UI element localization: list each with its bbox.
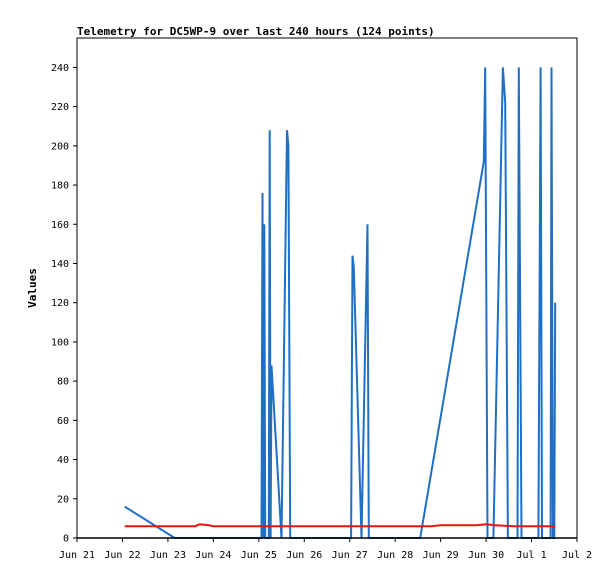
y-tick-label: 0	[63, 534, 69, 545]
x-tick-label: Jun 27	[332, 550, 368, 561]
x-tick-label: Jun 28	[377, 550, 413, 561]
y-axis: 0 20 40 60 80 100 120 140 160 180 200 220 240	[51, 63, 77, 545]
x-tick-label: Jun 26	[286, 550, 322, 561]
y-tick-label: 160	[51, 220, 69, 231]
x-tick-label: Jul 2	[562, 550, 592, 561]
x-tick-label: Jun 21	[59, 550, 95, 561]
x-axis: Jun 21 Jun 22 Jun 23 Jun 24 Jun 25 Jun 26 Jun …	[59, 538, 592, 561]
y-tick-label: 20	[57, 494, 69, 505]
y-axis-label: Values	[26, 268, 39, 308]
y-tick-label: 180	[51, 181, 69, 192]
x-tick-label: Jun 24	[195, 550, 231, 561]
series-line-2	[124, 523, 556, 528]
series-group	[77, 67, 577, 539]
x-tick-label: Jun 23	[150, 550, 186, 561]
y-tick-label: 60	[57, 416, 69, 427]
y-tick-label: 240	[51, 63, 69, 74]
y-tick-label: 140	[51, 259, 69, 270]
y-tick-label: 40	[57, 455, 69, 466]
x-tick-label: Jun 30	[468, 550, 504, 561]
chart-title: Telemetry for DC5WP-9 over last 240 hour…	[77, 25, 435, 38]
y-tick-label: 220	[51, 102, 69, 113]
x-tick-label: Jun 29	[423, 550, 459, 561]
x-tick-label: Jun 22	[104, 550, 140, 561]
x-tick-label: Jul 1	[516, 550, 546, 561]
y-tick-label: 200	[51, 141, 69, 152]
y-tick-label: 80	[57, 377, 69, 388]
y-tick-label: 120	[51, 298, 69, 309]
x-tick-label: Jun 25	[241, 550, 277, 561]
y-tick-label: 100	[51, 337, 69, 348]
series-line-1	[124, 67, 557, 539]
